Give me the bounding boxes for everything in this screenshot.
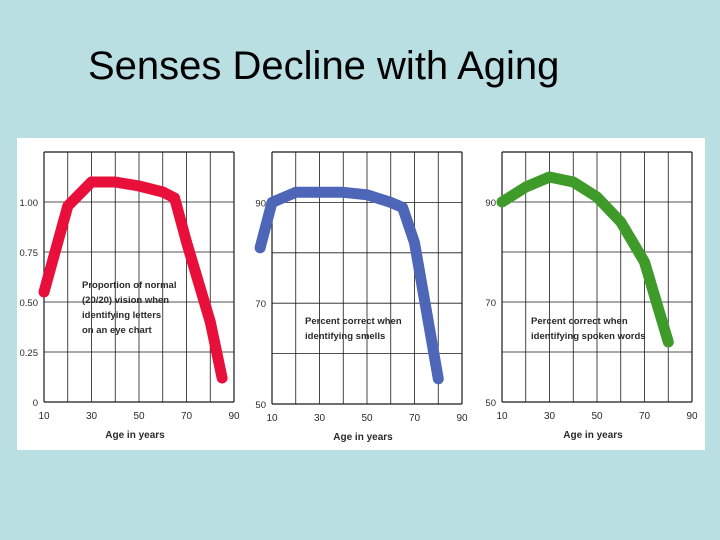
panel-1-y-tick-label: 0.50 [20,298,39,309]
panel-3-x-tick-label: 50 [591,411,603,422]
panel-1-annotation-line: Proportion of normal [82,280,176,291]
panel-3-x-axis-label: Age in years [563,430,623,441]
panel-3-x-tick-label: 30 [544,411,556,422]
panel-3-y-tick-label: 50 [485,398,496,409]
panel-1-y-tick-label: 0.25 [20,348,39,359]
panel-1-y-tick-label: 1.00 [20,198,39,209]
panel-1-annotation-line: identifying letters [82,310,161,321]
slide-title: Senses Decline with Aging [88,44,560,88]
panel-2-y-tick-label: 90 [255,198,266,209]
panel-2-x-tick-label: 70 [409,413,421,424]
panel-1-annotation-line: (20/20) vision when [82,295,169,306]
panel-3-y-tick-label: 90 [485,198,496,209]
panel-1-y-tick-label: 0.75 [20,248,39,259]
panel-3-annotation-line: Percent correct when [531,316,628,327]
panel-3-series-line [496,171,674,348]
charts-svg: 10 30 50 70 90 0 0.25 0.50 0.75 1.00 Age in years P… [20,151,698,443]
panel-2-y-tick-label: 70 [255,299,266,310]
panel-2-y-tick-label: 50 [255,400,266,411]
panel-2-x-tick-label: 30 [314,413,326,424]
panel-2-annotation-line: Percent correct when [305,316,402,327]
panel-1-x-tick-label: 90 [228,411,240,422]
panel-1-series-line [38,176,228,384]
panel-1-x-tick-label: 10 [38,411,50,422]
panel-3-x-tick-label: 90 [686,411,698,422]
panel-2-x-axis-label: Age in years [333,432,393,443]
panel-1-x-tick-label: 30 [86,411,98,422]
panel-2-x-tick-label: 50 [361,413,373,424]
panel-3-x-tick-label: 70 [639,411,651,422]
panel-2-x-tick-label: 10 [266,413,278,424]
panel-1-x-axis-label: Age in years [105,430,165,441]
panel-1-y-tick-label: 0 [33,398,38,409]
panel-1-x-tick-label: 70 [181,411,193,422]
panel-3-y-tick-label: 70 [485,298,496,309]
panel-2-x-tick-label: 90 [456,413,468,424]
panel-1-annotation-line: on an eye chart [82,325,153,336]
charts-figure: 10 30 50 70 90 0 0.25 0.50 0.75 1.00 Age in years P… [17,138,705,450]
panel-3-x-tick-label: 10 [496,411,508,422]
panel-1-annotation: Proportion of normal (20/20) vision when i… [82,280,176,336]
panel-2-annotation: Percent correct when identifying smells [305,316,402,342]
panel-1-x-tick-label: 50 [133,411,145,422]
panel-2-series-line [254,186,444,385]
panel-3-annotation-line: identifying spoken words [531,331,646,342]
panel-2-annotation-line: identifying smells [305,331,385,342]
panel-3-annotation: Percent correct when identifying spoken w… [531,316,646,342]
